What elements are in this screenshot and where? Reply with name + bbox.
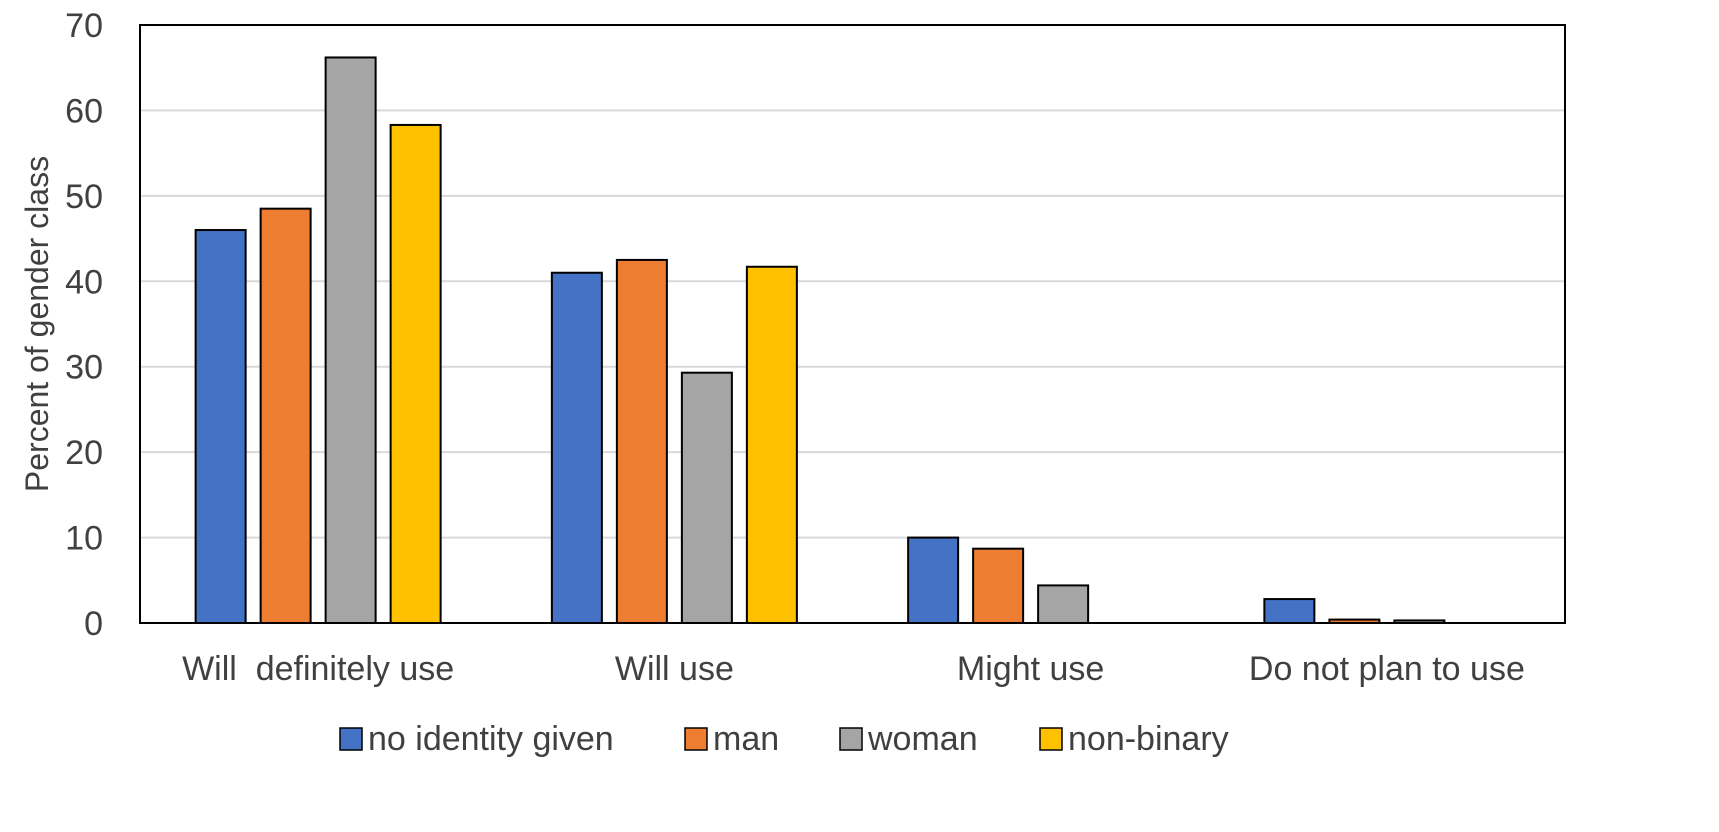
bars <box>194 56 1446 625</box>
x-axis-categories: Will definitely use Will use Might use Do n… <box>182 650 1525 688</box>
y-tick-label: 50 <box>65 178 103 216</box>
gridlines <box>140 109 1565 539</box>
bar-man-3 <box>1328 618 1381 625</box>
bar-woman-0 <box>324 56 377 625</box>
legend-label: non-binary <box>1068 720 1229 758</box>
x-category-label: Might use <box>957 650 1104 688</box>
y-tick-label: 0 <box>84 605 103 643</box>
bar-man-0 <box>259 207 312 625</box>
legend: no identity given man woman non-binary <box>339 720 1229 758</box>
y-tick-label: 30 <box>65 349 103 387</box>
y-axis-ticks: 0 10 20 30 40 50 60 70 <box>65 7 103 643</box>
bar-man-1 <box>615 258 668 624</box>
x-category-label: Do not plan to use <box>1249 650 1525 688</box>
y-axis-title: Percent of gender class <box>19 156 55 492</box>
bar-no-identity-given-3 <box>1263 598 1316 625</box>
x-category-label: Will definitely use <box>182 650 454 688</box>
legend-swatch <box>839 727 863 751</box>
bar-woman-1 <box>680 371 733 624</box>
bar-no-identity-given-2 <box>907 536 960 624</box>
legend-label: man <box>713 720 779 758</box>
bar-no-identity-given-1 <box>550 271 603 624</box>
plot-area-frame <box>139 24 1566 624</box>
bar-man-2 <box>972 547 1025 624</box>
y-tick-label: 60 <box>65 92 103 130</box>
y-tick-label: 20 <box>65 434 103 472</box>
bar-non-binary-0 <box>389 123 442 625</box>
bar-woman-3 <box>1393 619 1446 624</box>
y-tick-label: 40 <box>65 263 103 301</box>
legend-swatch <box>339 727 363 751</box>
legend-label: no identity given <box>368 720 614 758</box>
bar-no-identity-given-0 <box>194 229 247 624</box>
legend-swatch <box>1039 727 1063 751</box>
bar-woman-2 <box>1037 584 1090 625</box>
y-tick-label: 70 <box>65 7 103 45</box>
legend-swatch <box>684 727 708 751</box>
x-category-label: Will use <box>615 650 734 688</box>
legend-label: woman <box>867 720 978 758</box>
y-tick-label: 10 <box>65 520 103 558</box>
bar-non-binary-1 <box>745 265 798 624</box>
